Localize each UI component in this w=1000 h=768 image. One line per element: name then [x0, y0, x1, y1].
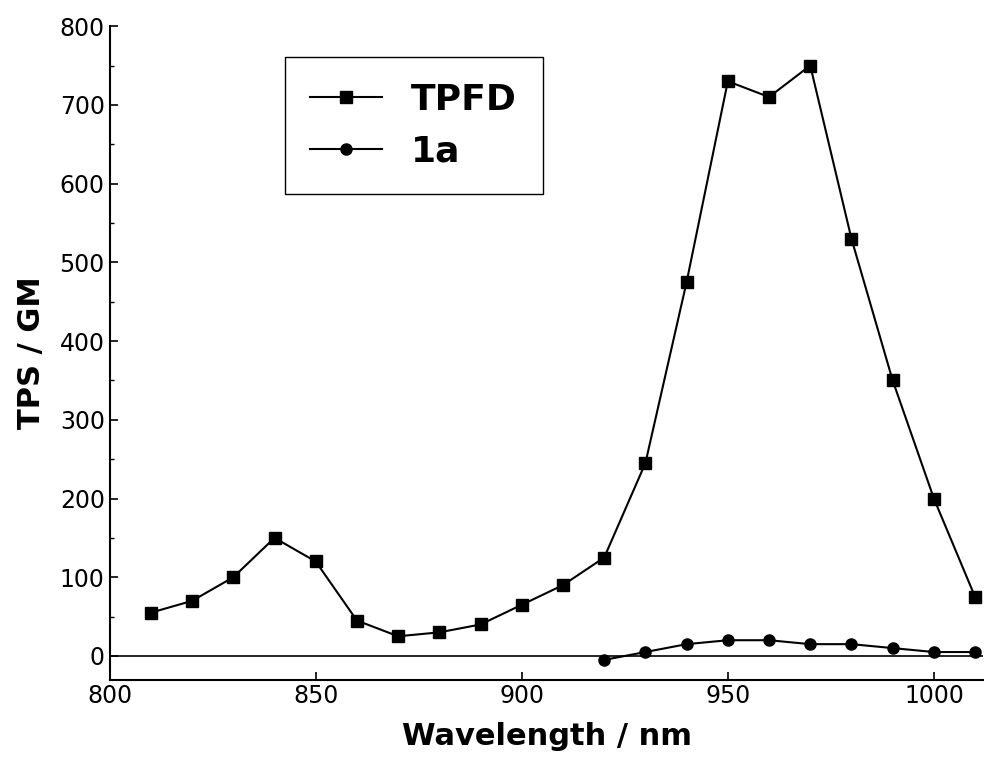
TPFD: [763, 92, 775, 101]
1a: [887, 644, 899, 653]
TPFD: [639, 458, 651, 468]
1a: [639, 647, 651, 657]
TPFD: [145, 608, 157, 617]
1a: [681, 640, 693, 649]
TPFD: [845, 234, 857, 243]
1a: [598, 655, 610, 664]
TPFD: [351, 616, 363, 625]
1a: [722, 636, 734, 645]
Line: 1a: 1a: [599, 634, 981, 665]
TPFD: [227, 573, 239, 582]
TPFD: [269, 533, 281, 542]
TPFD: [516, 600, 528, 609]
1a: [804, 640, 816, 649]
TPFD: [969, 592, 981, 601]
Y-axis label: TPS / GM: TPS / GM: [17, 276, 46, 429]
1a: [845, 640, 857, 649]
Line: TPFD: TPFD: [145, 59, 981, 643]
TPFD: [804, 61, 816, 70]
TPFD: [928, 494, 940, 503]
TPFD: [186, 596, 198, 605]
1a: [928, 647, 940, 657]
TPFD: [392, 631, 404, 641]
X-axis label: Wavelength / nm: Wavelength / nm: [402, 723, 692, 751]
TPFD: [475, 620, 487, 629]
1a: [763, 636, 775, 645]
TPFD: [557, 581, 569, 590]
TPFD: [681, 277, 693, 286]
Legend: TPFD, 1a: TPFD, 1a: [285, 58, 543, 194]
1a: [969, 647, 981, 657]
TPFD: [433, 627, 445, 637]
TPFD: [598, 553, 610, 562]
TPFD: [887, 376, 899, 385]
TPFD: [722, 77, 734, 86]
TPFD: [310, 557, 322, 566]
